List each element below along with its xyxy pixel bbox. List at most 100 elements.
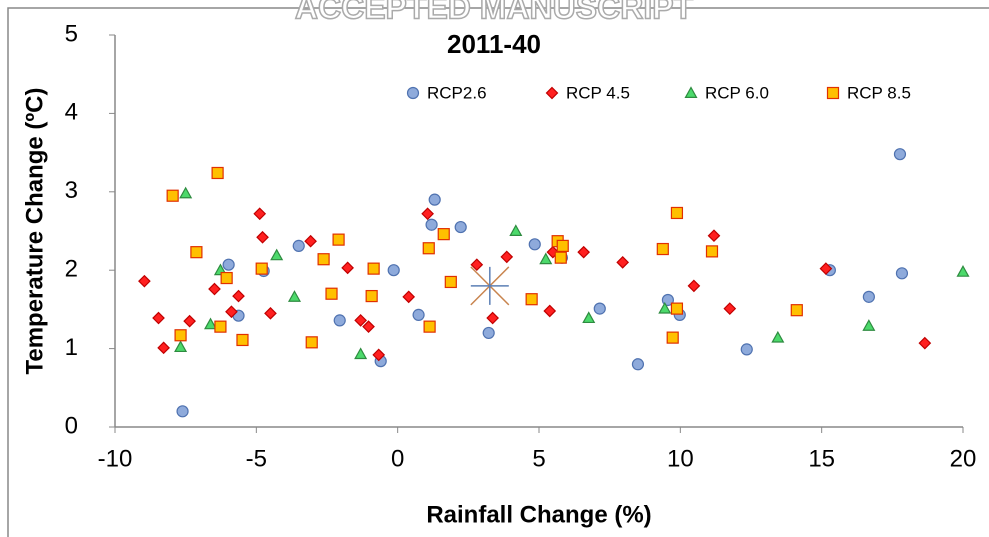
point bbox=[236, 333, 249, 347]
point bbox=[423, 320, 436, 333]
y-tick-label: 4 bbox=[65, 99, 78, 126]
point bbox=[255, 262, 268, 275]
point bbox=[895, 267, 909, 280]
point bbox=[454, 220, 467, 234]
point bbox=[256, 230, 269, 244]
point bbox=[616, 256, 630, 269]
point bbox=[325, 287, 338, 300]
point bbox=[304, 234, 317, 248]
point bbox=[183, 314, 196, 328]
point bbox=[152, 311, 165, 325]
point bbox=[687, 279, 701, 293]
point bbox=[539, 252, 553, 265]
point bbox=[556, 239, 569, 252]
point bbox=[656, 242, 669, 256]
x-tick-label: 10 bbox=[667, 445, 694, 472]
point bbox=[220, 271, 233, 285]
watermark: ACCEPTED MANUSCRIPT bbox=[295, 0, 694, 25]
x-tick-label: 20 bbox=[950, 445, 977, 472]
point bbox=[317, 253, 330, 266]
point bbox=[333, 314, 346, 327]
y-tick-label: 0 bbox=[65, 412, 78, 439]
point bbox=[543, 304, 557, 318]
point bbox=[362, 320, 375, 333]
point bbox=[577, 245, 591, 259]
point bbox=[528, 238, 541, 251]
point bbox=[740, 343, 753, 356]
point bbox=[157, 341, 170, 355]
point bbox=[204, 317, 218, 330]
legend-marker bbox=[545, 86, 559, 100]
point bbox=[354, 347, 368, 360]
point bbox=[341, 261, 354, 275]
point bbox=[593, 302, 606, 315]
point bbox=[208, 282, 221, 296]
point bbox=[292, 239, 305, 252]
chart-border bbox=[7, 7, 989, 537]
point bbox=[367, 262, 380, 275]
point bbox=[174, 329, 187, 342]
point bbox=[425, 218, 438, 231]
point bbox=[428, 193, 441, 206]
legend-marker bbox=[826, 86, 840, 100]
point bbox=[482, 326, 495, 340]
point bbox=[554, 251, 567, 264]
x-tick-label: -5 bbox=[246, 445, 267, 472]
point bbox=[437, 228, 450, 241]
point bbox=[354, 314, 367, 327]
point bbox=[500, 250, 514, 264]
x-axis-label: Rainfall Change (%) bbox=[426, 501, 651, 528]
point bbox=[707, 229, 721, 243]
point bbox=[670, 206, 684, 220]
y-tick-label: 5 bbox=[65, 20, 78, 47]
point bbox=[287, 290, 302, 302]
x-tick-label: -10 bbox=[98, 445, 133, 472]
point bbox=[486, 311, 499, 325]
legend-label: RCP 4.5 bbox=[566, 83, 630, 102]
point bbox=[264, 306, 277, 320]
y-tick-label: 1 bbox=[65, 334, 78, 361]
point bbox=[862, 290, 875, 303]
legend-marker bbox=[406, 86, 420, 100]
point bbox=[790, 304, 803, 317]
point bbox=[723, 302, 737, 315]
point bbox=[365, 289, 378, 303]
point bbox=[179, 186, 193, 199]
point bbox=[509, 224, 523, 236]
legend-label: RCP2.6 bbox=[427, 83, 487, 102]
point bbox=[631, 358, 645, 371]
point bbox=[402, 290, 416, 304]
point bbox=[421, 207, 434, 221]
point bbox=[582, 311, 596, 324]
centroid-marker bbox=[470, 266, 510, 306]
point bbox=[372, 348, 386, 362]
point bbox=[705, 245, 719, 258]
point bbox=[214, 320, 227, 333]
point bbox=[138, 274, 151, 288]
x-tick-label: 0 bbox=[391, 445, 404, 472]
point bbox=[174, 340, 188, 353]
point bbox=[190, 246, 203, 259]
point bbox=[918, 336, 932, 350]
point bbox=[658, 301, 672, 314]
point bbox=[444, 275, 457, 289]
point bbox=[862, 319, 876, 331]
point bbox=[666, 331, 679, 344]
point bbox=[525, 293, 538, 306]
point bbox=[670, 302, 684, 315]
point bbox=[470, 258, 484, 272]
point bbox=[270, 248, 284, 261]
point bbox=[305, 336, 318, 349]
point bbox=[222, 258, 235, 271]
x-tick-label: 15 bbox=[808, 445, 835, 472]
point bbox=[211, 166, 224, 180]
point bbox=[771, 330, 785, 343]
point bbox=[253, 207, 267, 221]
point bbox=[332, 233, 345, 246]
point bbox=[956, 265, 970, 277]
x-tick-label: 5 bbox=[532, 445, 545, 472]
legend-label: RCP 8.5 bbox=[847, 83, 911, 102]
y-tick-label: 2 bbox=[65, 256, 78, 283]
